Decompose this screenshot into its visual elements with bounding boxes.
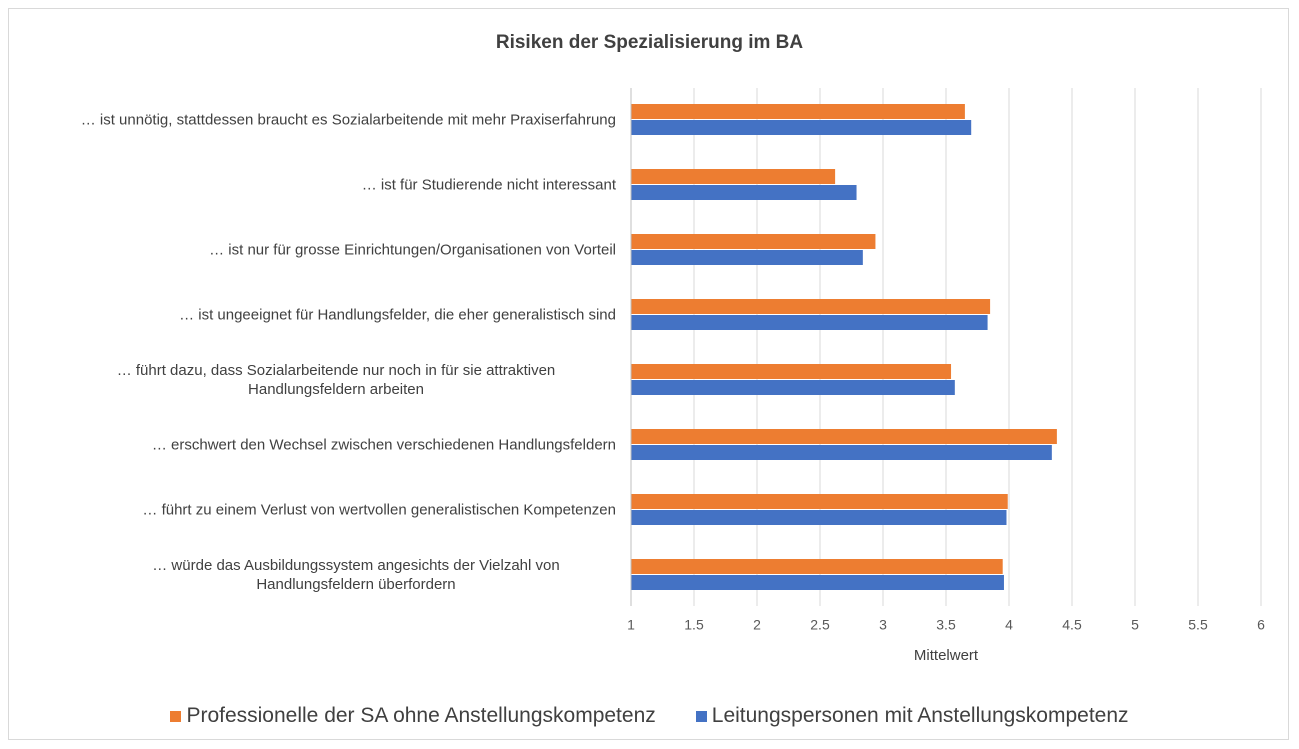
legend: Professionelle der SA ohne Anstellungsko… bbox=[0, 704, 1299, 728]
bar bbox=[631, 445, 1052, 460]
bar bbox=[631, 234, 876, 249]
legend-swatch bbox=[170, 710, 182, 722]
bar bbox=[631, 575, 1004, 590]
bar bbox=[631, 104, 965, 119]
legend-label: Leitungspersonen mit Anstellungskompeten… bbox=[711, 704, 1129, 727]
legend-item: Professionelle der SA ohne Anstellungsko… bbox=[170, 704, 656, 728]
bar bbox=[631, 185, 857, 200]
x-tick-label: 5 bbox=[1131, 617, 1139, 633]
legend-item: Leitungspersonen mit Anstellungskompeten… bbox=[695, 704, 1129, 728]
bar bbox=[631, 250, 863, 265]
y-tick-label: … ist für Studierende nicht interessant bbox=[361, 176, 616, 194]
bar bbox=[631, 429, 1057, 444]
x-axis-title: Mittelwert bbox=[914, 647, 979, 664]
y-tick-label: … führt dazu, dass Sozialarbeitende nur … bbox=[116, 362, 556, 398]
legend-swatch bbox=[695, 710, 707, 722]
chart-frame bbox=[8, 8, 1289, 740]
x-tick-label: 6 bbox=[1257, 617, 1265, 633]
y-tick-label: … würde das Ausbildungssystem angesichts… bbox=[152, 557, 560, 593]
bar bbox=[631, 120, 972, 135]
x-tick-label: 4 bbox=[1005, 617, 1013, 633]
bar bbox=[631, 559, 1003, 574]
y-tick-label: … erschwert den Wechsel zwischen verschi… bbox=[151, 436, 616, 454]
y-tick-label: … ist ungeeignet für Handlungsfelder, di… bbox=[179, 306, 616, 324]
y-tick-label: … führt zu einem Verlust von wertvollen … bbox=[142, 501, 616, 519]
chart-title: Risiken der Spezialisierung im BA bbox=[495, 32, 804, 53]
x-tick-label: 2.5 bbox=[810, 617, 830, 633]
x-tick-label: 2 bbox=[753, 617, 761, 633]
bar bbox=[631, 494, 1008, 509]
bar bbox=[631, 315, 988, 330]
y-tick-label: … ist unnötig, stattdessen braucht es So… bbox=[80, 111, 616, 129]
bar bbox=[631, 364, 952, 379]
x-tick-label: 3 bbox=[879, 617, 887, 633]
legend-label: Professionelle der SA ohne Anstellungsko… bbox=[186, 704, 656, 727]
x-tick-label: 3.5 bbox=[936, 617, 956, 633]
x-tick-label: 1.5 bbox=[684, 617, 704, 633]
bar bbox=[631, 510, 1007, 525]
bar bbox=[631, 169, 836, 184]
x-tick-label: 4.5 bbox=[1062, 617, 1082, 633]
bar bbox=[631, 299, 991, 314]
bar bbox=[631, 380, 955, 395]
x-tick-label: 1 bbox=[627, 617, 635, 633]
y-tick-label: … ist nur für grosse Einrichtungen/Organ… bbox=[209, 241, 616, 259]
x-tick-label: 5.5 bbox=[1188, 617, 1208, 633]
